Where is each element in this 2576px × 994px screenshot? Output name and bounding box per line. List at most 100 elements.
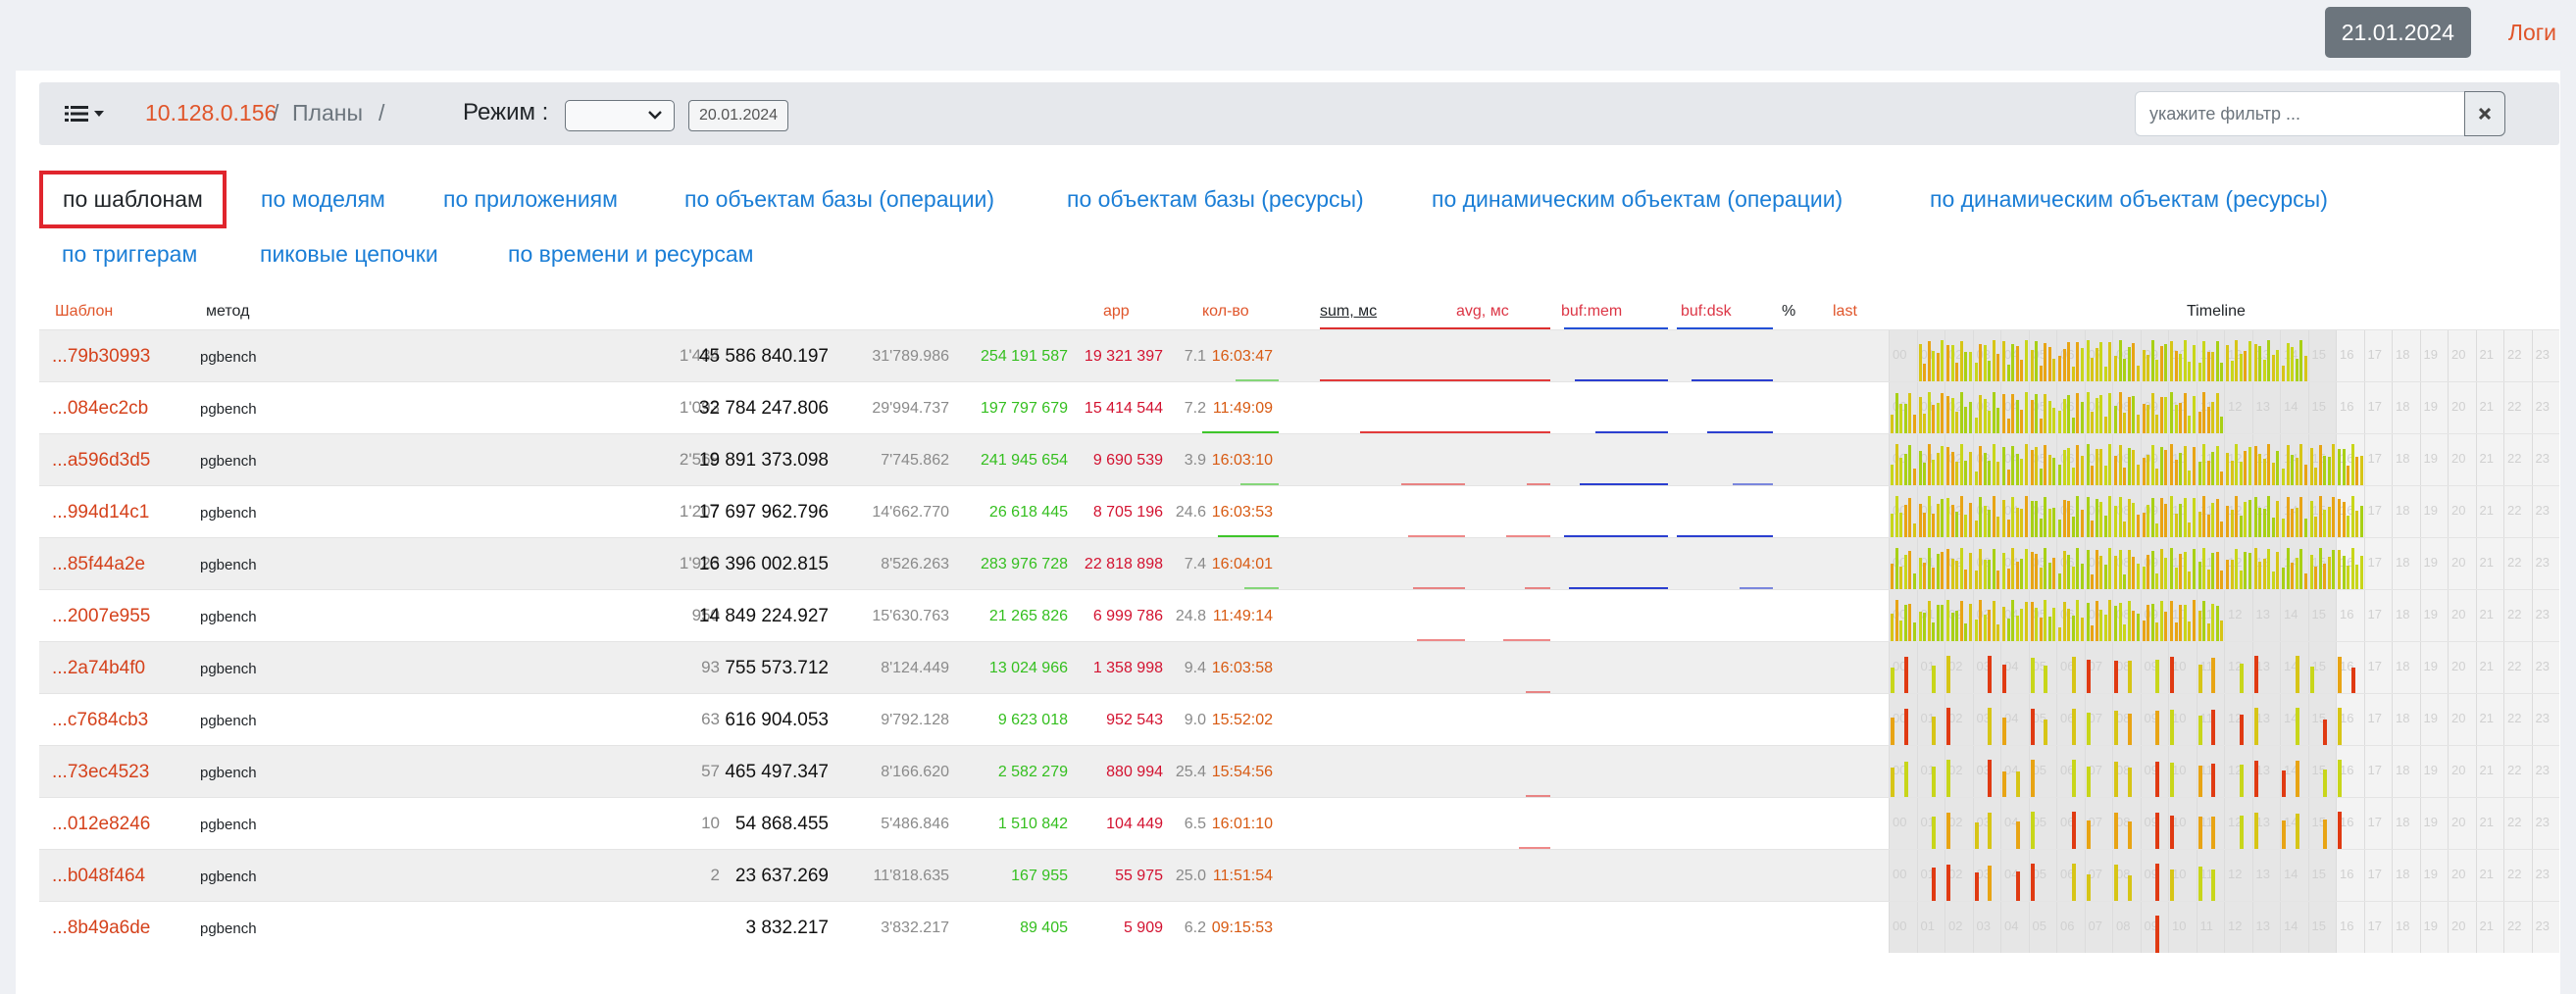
last-cell: 15:52:02 xyxy=(1211,712,1273,728)
table-row[interactable]: ...8b49a6de pgbench 3 832.217 3'832.217 89 4… xyxy=(39,901,2559,953)
col-buf-dsk[interactable]: buf:dsk xyxy=(1681,303,1732,320)
template-id[interactable]: ...79b30993 xyxy=(52,346,151,367)
table-row[interactable]: ...73ec4523 pgbench 57 465 497.347 8'166.620… xyxy=(39,745,2559,798)
row-timeline: 00 01 02 03 04 05 06 07 08 09 10 11 12 13 14 15 16 17 18 19… xyxy=(1889,902,2559,953)
timeline-hour: 01 xyxy=(1916,798,1945,849)
col-method[interactable]: метод xyxy=(206,303,250,320)
timeline-bar xyxy=(2282,770,2286,797)
table-row[interactable]: ...c7684cb3 pgbench 63 616 904.053 9'792.128… xyxy=(39,693,2559,745)
col-template[interactable]: Шаблон xyxy=(55,303,114,320)
table-row[interactable]: ...012e8246 pgbench 10 54 868.455 5'486.846 1… xyxy=(39,797,2559,850)
buf-mem-cell: 2 582 279 xyxy=(997,764,1068,780)
template-id[interactable]: ...a596d3d5 xyxy=(52,450,151,471)
timeline-bar xyxy=(1964,623,1967,641)
tab-by-triggers[interactable]: по триггерам xyxy=(62,241,198,267)
col-avg[interactable]: avg, мс xyxy=(1456,303,1509,320)
timeline-bars xyxy=(2309,434,2337,485)
timeline-hour: 05 xyxy=(2028,642,2056,693)
template-id[interactable]: ...c7684cb3 xyxy=(52,710,149,730)
timeline-bar xyxy=(2244,502,2247,537)
timeline-bar xyxy=(2303,465,2307,485)
timeline-hour: 04 xyxy=(2000,538,2029,589)
template-id[interactable]: ...8b49a6de xyxy=(52,918,151,938)
menu-toggle-button[interactable] xyxy=(65,99,114,128)
tab-by-time-and-resources[interactable]: по времени и ресурсам xyxy=(508,241,754,267)
template-id[interactable]: ...2007e955 xyxy=(52,606,151,626)
table-row[interactable]: ...994d14c1 pgbench 1'207 17 697 962.796 14'… xyxy=(39,485,2559,538)
timeline-hour: 13 xyxy=(2251,382,2280,433)
timeline-hour: 19 xyxy=(2419,746,2448,797)
timeline-bars xyxy=(2281,694,2308,745)
timeline-bar xyxy=(2099,395,2102,433)
timeline-hour: 09 xyxy=(2140,330,2168,381)
col-sum[interactable]: sum, мс xyxy=(1320,303,1378,320)
timeline-hour: 07 xyxy=(2084,850,2112,901)
timeline-bar xyxy=(2350,668,2355,693)
timeline-bar xyxy=(2114,356,2117,381)
timeline-hour: 07 xyxy=(2084,330,2112,381)
col-pct[interactable]: % xyxy=(1782,303,1796,320)
template-id[interactable]: ...084ec2cb xyxy=(52,398,149,419)
timeline-hour: 13 xyxy=(2251,798,2280,849)
timeline-hour-label: 23 xyxy=(2535,815,2550,829)
breadcrumb-server[interactable]: 10.128.0.156 xyxy=(145,100,278,125)
table-row[interactable]: ...084ec2cb pgbench 1'093 32 784 247.806 29'… xyxy=(39,381,2559,434)
timeline-hour-label: 03 xyxy=(1976,711,1991,725)
date-button[interactable]: 20.01.2024 xyxy=(688,100,789,131)
timeline-bars xyxy=(2225,538,2252,589)
timeline-bar xyxy=(2118,497,2122,537)
tab-peak-chains[interactable]: пиковые цепочки xyxy=(260,241,438,267)
filter-clear-button[interactable] xyxy=(2464,91,2505,136)
timeline-bar xyxy=(2118,445,2122,485)
template-id[interactable]: ...73ec4523 xyxy=(52,762,150,782)
tab-by-db-objects-operations[interactable]: по объектам базы (операции) xyxy=(684,186,995,212)
timeline-hour: 09 xyxy=(2140,694,2168,745)
col-buf-mem[interactable]: buf:mem xyxy=(1561,303,1623,320)
timeline-hour-label: 19 xyxy=(2423,607,2438,621)
logs-link[interactable]: Логи xyxy=(2507,19,2556,45)
tab-by-dynamic-objects-resources[interactable]: по динамическим объектам (ресурсы) xyxy=(1930,186,2328,212)
tab-by-applications[interactable]: по приложениям xyxy=(443,186,618,212)
timeline-hour-label: 01 xyxy=(1920,815,1935,829)
timeline-bar xyxy=(2103,516,2107,537)
timeline-bar xyxy=(2114,456,2117,485)
table-row[interactable]: ...79b30993 pgbench 1'434 45 586 840.197 31'… xyxy=(39,329,2559,382)
timeline-hour: 05 xyxy=(2028,330,2056,381)
timeline-hour-label: 15 xyxy=(2311,659,2326,673)
table-row[interactable]: ...2007e955 pgbench 950 14 849 224.927 15'63… xyxy=(39,589,2559,642)
timeline-bar xyxy=(1891,668,1894,693)
timeline-bar xyxy=(1927,601,1931,641)
timeline-bar xyxy=(2253,497,2257,537)
top-right-controls: 21.01.2024 Логи xyxy=(2324,7,2556,58)
timeline-hour: 05 xyxy=(2028,486,2056,537)
sum-cell: 14 849 224.927 xyxy=(698,606,829,626)
timeline-hour: 08 xyxy=(2112,642,2141,693)
template-id[interactable]: ...b048f464 xyxy=(52,866,146,886)
template-id[interactable]: ...85f44a2e xyxy=(52,554,146,574)
table-row[interactable]: ...b048f464 pgbench 2 23 637.269 11'818.635 1… xyxy=(39,849,2559,901)
tab-by-db-objects-resources[interactable]: по объектам базы (ресурсы) xyxy=(1067,186,1364,212)
col-app[interactable]: app xyxy=(1103,303,1130,320)
tab-by-templates[interactable]: по шаблонам xyxy=(39,171,227,228)
breadcrumb-plans[interactable]: Планы xyxy=(292,100,363,125)
tab-by-models[interactable]: по моделям xyxy=(261,186,385,212)
sum-cell: 3 832.217 xyxy=(745,918,829,938)
mode-select[interactable] xyxy=(565,100,675,131)
template-id[interactable]: ...012e8246 xyxy=(52,814,151,834)
col-last[interactable]: last xyxy=(1833,303,1857,320)
filter-input[interactable] xyxy=(2135,91,2464,136)
timeline-hour-label: 00 xyxy=(1893,347,1907,362)
tab-by-dynamic-objects-operations[interactable]: по динамическим объектам (операции) xyxy=(1432,186,1844,212)
table-row[interactable]: ...2a74b4f0 pgbench 93 755 573.712 8'124.449… xyxy=(39,641,2559,694)
timeline-bar xyxy=(2150,340,2154,381)
timeline-bar xyxy=(2211,553,2214,589)
table-row[interactable]: ...a596d3d5 pgbench 2'568 19 891 373.098 7'7… xyxy=(39,433,2559,486)
timeline-hour: 22 xyxy=(2503,850,2532,901)
template-id[interactable]: ...2a74b4f0 xyxy=(52,658,146,678)
table-row[interactable]: ...85f44a2e pgbench 1'923 16 396 002.815 8'5… xyxy=(39,537,2559,590)
template-id[interactable]: ...994d14c1 xyxy=(52,502,150,522)
timeline-bars xyxy=(2001,746,2029,797)
timeline-bar xyxy=(2086,603,2090,641)
current-date-badge[interactable]: 21.01.2024 xyxy=(2324,7,2471,58)
col-count[interactable]: кол-во xyxy=(1202,303,1249,320)
